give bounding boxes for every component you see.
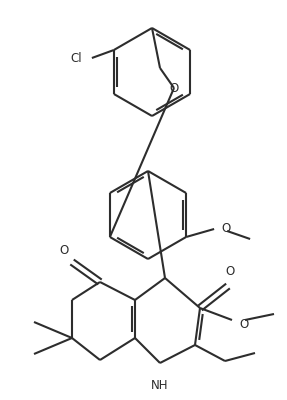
Text: O: O bbox=[225, 265, 235, 278]
Text: O: O bbox=[169, 82, 179, 94]
Text: O: O bbox=[239, 318, 248, 330]
Text: O: O bbox=[59, 244, 69, 257]
Text: Cl: Cl bbox=[70, 52, 82, 66]
Text: NH: NH bbox=[151, 379, 169, 392]
Text: O: O bbox=[221, 222, 230, 236]
